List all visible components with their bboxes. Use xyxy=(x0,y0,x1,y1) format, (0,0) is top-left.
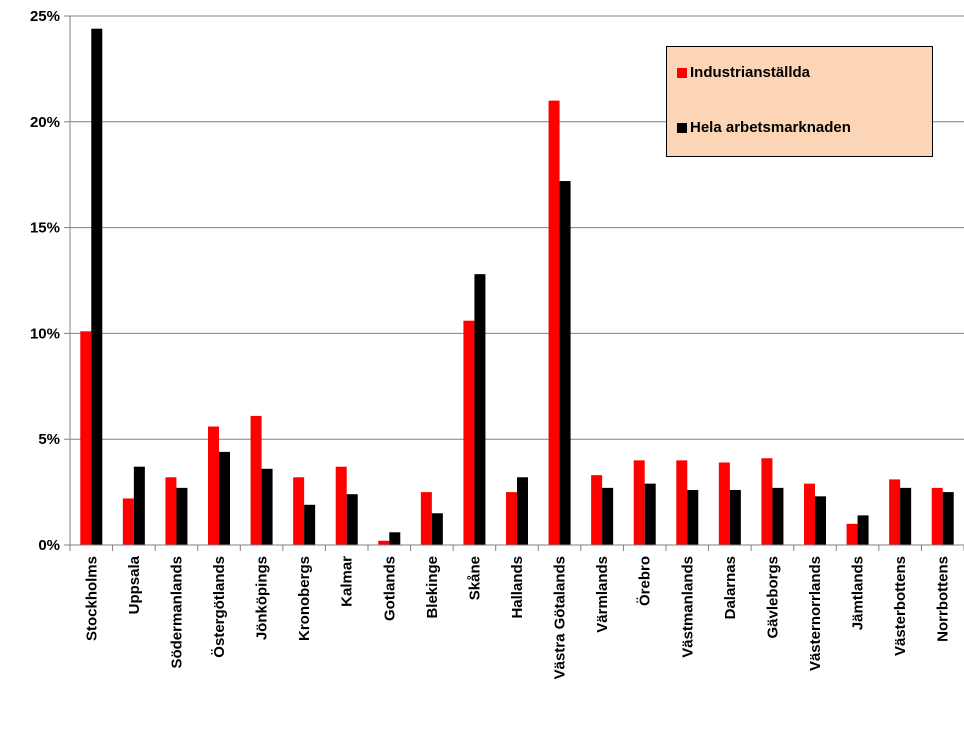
category-label: Gotlands xyxy=(381,556,398,621)
bar-industrianstallda xyxy=(889,479,901,545)
category-label: Södermanlands xyxy=(168,556,185,669)
category-label: Uppsala xyxy=(126,555,143,614)
category-label: Skåne xyxy=(466,556,483,600)
bar-hela-arbetsmarknaden xyxy=(602,487,614,545)
bar-industrianstallda xyxy=(378,540,390,545)
bar-hela-arbetsmarknaden xyxy=(772,487,784,545)
legend-item-industrianstallda: Industrianställda xyxy=(677,64,810,81)
bar-industrianstallda xyxy=(591,475,603,545)
category-label: Hallands xyxy=(509,556,526,619)
legend-swatch-black xyxy=(677,122,687,133)
y-tick-label: 25% xyxy=(30,8,60,25)
category-label: Blekinge xyxy=(424,556,441,619)
bar-industrianstallda xyxy=(335,466,347,545)
category-label: Norrbottens xyxy=(935,556,952,642)
axes xyxy=(69,16,964,551)
bar-industrianstallda xyxy=(80,331,92,545)
bar-hela-arbetsmarknaden xyxy=(857,515,869,545)
bar-industrianstallda xyxy=(293,477,305,545)
bar-hela-arbetsmarknaden xyxy=(431,513,443,545)
y-tick-label: 20% xyxy=(30,114,60,131)
bar-hela-arbetsmarknaden xyxy=(644,483,656,545)
category-label: Örebro xyxy=(637,556,654,606)
bar-industrianstallda xyxy=(208,426,219,545)
bar-hela-arbetsmarknaden xyxy=(346,494,358,545)
category-label: Kalmar xyxy=(339,556,356,607)
bar-hela-arbetsmarknaden xyxy=(559,181,571,545)
category-label: Västra Götalands xyxy=(552,556,569,679)
bar-hela-arbetsmarknaden xyxy=(91,28,103,546)
bar-industrianstallda xyxy=(548,100,560,545)
bar-industrianstallda xyxy=(122,498,134,545)
category-label: Dalarnas xyxy=(722,556,739,619)
bar-hela-arbetsmarknaden xyxy=(304,504,316,545)
bars xyxy=(80,28,954,546)
legend-label: Hela arbetsmarknaden xyxy=(690,119,851,136)
legend-label: Industrianställda xyxy=(690,64,811,81)
bar-hela-arbetsmarknaden xyxy=(517,477,528,545)
bar-hela-arbetsmarknaden xyxy=(942,492,954,545)
legend: Industrianställda Hela arbetsmarknaden xyxy=(666,46,933,157)
category-label: Kronobergs xyxy=(296,556,313,641)
legend-swatch-red xyxy=(677,67,687,78)
bar-industrianstallda xyxy=(804,483,815,545)
bar-hela-arbetsmarknaden xyxy=(687,489,699,545)
category-label: Stockholms xyxy=(83,556,100,641)
legend-item-hela-arbetsmarknaden: Hela arbetsmarknaden xyxy=(677,119,851,136)
y-tick-label: 10% xyxy=(30,325,60,342)
category-labels: Stockholms Uppsala Södermanlands Östergötla… xyxy=(83,555,951,679)
bar-industrianstallda xyxy=(931,487,943,545)
bar-industrianstallda xyxy=(633,460,645,545)
bar-hela-arbetsmarknaden xyxy=(261,468,273,545)
category-label: Jämtlands xyxy=(850,556,867,630)
bar-industrianstallda xyxy=(506,492,517,545)
bar-industrianstallda xyxy=(420,492,432,545)
bar-hela-arbetsmarknaden xyxy=(219,451,230,545)
bar-hela-arbetsmarknaden xyxy=(176,487,188,545)
bar-industrianstallda xyxy=(718,462,730,545)
bar-hela-arbetsmarknaden xyxy=(900,487,912,545)
bar-hela-arbetsmarknaden xyxy=(133,466,145,545)
y-tick-label: 15% xyxy=(30,220,60,237)
category-label: Östergötlands xyxy=(211,556,228,658)
y-tick-label: 5% xyxy=(38,431,60,448)
bar-hela-arbetsmarknaden xyxy=(729,489,741,545)
bar-hela-arbetsmarknaden xyxy=(389,532,401,545)
category-label: Västernorrlands xyxy=(807,556,824,671)
y-tick-label: 0% xyxy=(38,537,60,554)
category-label: Värmlands xyxy=(594,556,611,633)
category-label: Gävleborgs xyxy=(764,556,781,639)
bar-industrianstallda xyxy=(250,415,262,545)
bar-industrianstallda xyxy=(676,460,688,545)
category-label: Västmanlands xyxy=(679,556,696,658)
category-label: Västerbottens xyxy=(892,556,909,656)
bar-industrianstallda xyxy=(761,458,773,545)
bar-hela-arbetsmarknaden xyxy=(815,496,826,545)
bar-industrianstallda xyxy=(165,477,177,545)
bar-industrianstallda xyxy=(846,523,858,545)
bar-industrianstallda xyxy=(463,320,475,545)
y-axis-ticks: 0% 5% 10% 15% 20% 25% xyxy=(30,8,70,554)
category-label: Jönköpings xyxy=(254,556,271,640)
bar-hela-arbetsmarknaden xyxy=(474,274,486,545)
